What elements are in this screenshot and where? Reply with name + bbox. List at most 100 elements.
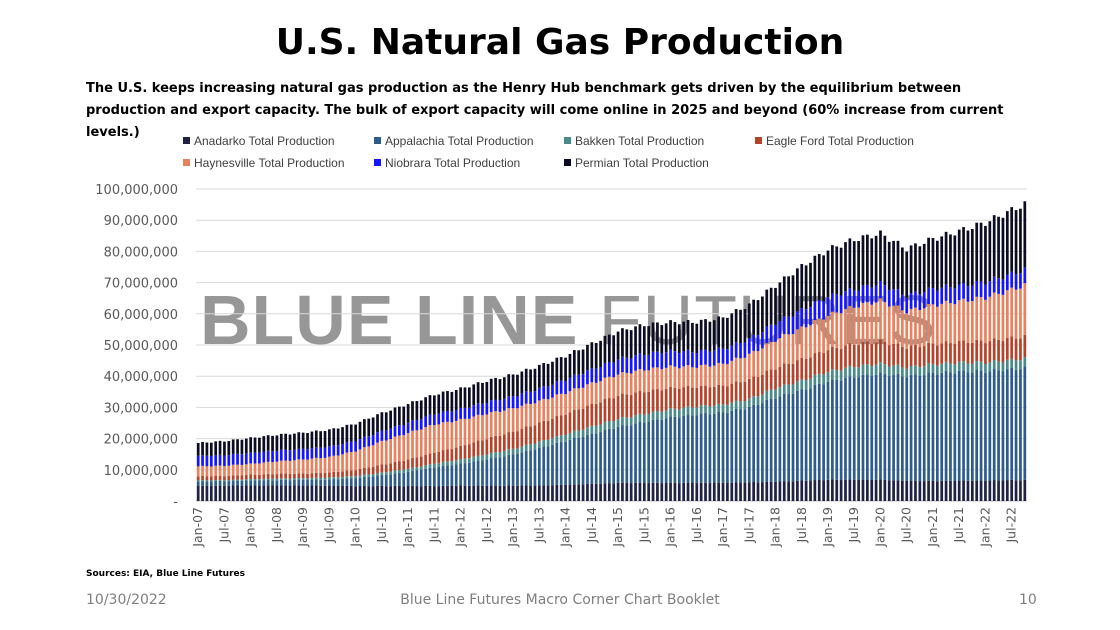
bar-segment-haynesville-total-production <box>699 365 703 386</box>
bar-segment-permian-total-production <box>813 255 817 302</box>
bar-segment-eagle-ford-total-production <box>564 414 567 436</box>
bar-segment-appalachia-total-production <box>887 376 891 481</box>
legend-label: Appalachia Total Production <box>385 134 534 148</box>
bar-segment-haynesville-total-production <box>800 326 804 358</box>
bar-segment-anadarko-total-production <box>297 485 301 501</box>
bar-segment-haynesville-total-production <box>227 465 231 477</box>
bar-segment-niobrara-total-production <box>721 348 725 364</box>
bar-segment-permian-total-production <box>769 287 773 325</box>
bar-segment-haynesville-total-production <box>822 319 825 353</box>
bar-segment-haynesville-total-production <box>345 452 349 471</box>
bar-segment-appalachia-total-production <box>940 372 944 481</box>
bar-segment-eagle-ford-total-production <box>817 352 821 374</box>
bar-segment-permian-total-production <box>782 276 786 317</box>
bar-segment-appalachia-total-production <box>306 479 309 486</box>
bar-segment-eagle-ford-total-production <box>931 343 935 364</box>
bar-segment-eagle-ford-total-production <box>279 473 283 479</box>
bar-segment-appalachia-total-production <box>796 390 799 481</box>
bar-segment-permian-total-production <box>699 319 703 350</box>
bar-segment-anadarko-total-production <box>494 485 497 501</box>
bar-segment-anadarko-total-production <box>896 480 900 501</box>
bar-segment-niobrara-total-production <box>717 347 721 363</box>
bar-segment-appalachia-total-production <box>629 425 633 484</box>
bar-segment-bakken-total-production <box>931 363 935 373</box>
bar-segment-eagle-ford-total-production <box>848 343 852 366</box>
bar-segment-permian-total-production <box>555 357 559 382</box>
bar-segment-appalachia-total-production <box>866 374 869 480</box>
bar-segment-haynesville-total-production <box>467 418 471 445</box>
bar-segment-anadarko-total-production <box>743 482 747 501</box>
bar-segment-appalachia-total-production <box>817 383 821 480</box>
bar-segment-niobrara-total-production <box>979 281 983 298</box>
bar-segment-anadarko-total-production <box>975 480 979 501</box>
bar-segment-niobrara-total-production <box>656 351 659 368</box>
bar-segment-haynesville-total-production <box>621 372 624 394</box>
bar-segment-appalachia-total-production <box>826 381 830 480</box>
bar-segment-anadarko-total-production <box>835 479 839 501</box>
bar-segment-permian-total-production <box>559 357 563 381</box>
bar-segment-eagle-ford-total-production <box>463 445 467 459</box>
bar-segment-niobrara-total-production <box>472 405 476 417</box>
bar-segment-niobrara-total-production <box>695 353 699 368</box>
bar-segment-permian-total-production <box>975 222 979 282</box>
bar-segment-eagle-ford-total-production <box>787 363 790 385</box>
bar-segment-bakken-total-production <box>231 479 235 481</box>
bar-segment-haynesville-total-production <box>726 364 729 387</box>
bar-segment-niobrara-total-production <box>275 450 279 462</box>
bar-segment-haynesville-total-production <box>914 307 917 345</box>
bar-segment-appalachia-total-production <box>555 442 559 485</box>
bar-segment-eagle-ford-total-production <box>586 405 589 428</box>
bar-segment-eagle-ford-total-production <box>354 470 357 477</box>
bar-segment-eagle-ford-total-production <box>577 409 581 431</box>
bar-segment-eagle-ford-total-production <box>306 473 309 479</box>
bar-segment-anadarko-total-production <box>454 485 458 501</box>
bar-segment-bakken-total-production <box>870 366 874 377</box>
bar-segment-niobrara-total-production <box>756 335 760 352</box>
bar-segment-appalachia-total-production <box>577 437 581 485</box>
bar-segment-niobrara-total-production <box>813 301 817 321</box>
bar-segment-niobrara-total-production <box>975 281 979 297</box>
bar-segment-haynesville-total-production <box>446 421 449 450</box>
bar-segment-niobrara-total-production <box>481 403 484 416</box>
bar-segment-haynesville-total-production <box>682 366 686 388</box>
bar-segment-niobrara-total-production <box>900 294 904 311</box>
bar-segment-anadarko-total-production <box>236 485 239 501</box>
bar-segment-anadarko-total-production <box>656 482 659 501</box>
bar-segment-haynesville-total-production <box>1014 289 1018 339</box>
bar-segment-anadarko-total-production <box>358 486 362 501</box>
bar-segment-permian-total-production <box>271 435 274 452</box>
bar-segment-permian-total-production <box>896 240 900 290</box>
bar-segment-bakken-total-production <box>1005 359 1009 370</box>
bar-segment-niobrara-total-production <box>214 455 218 466</box>
bar-segment-permian-total-production <box>284 433 288 450</box>
bar-segment-bakken-total-production <box>914 365 917 375</box>
bar-segment-eagle-ford-total-production <box>634 392 637 416</box>
bar-segment-eagle-ford-total-production <box>568 412 572 433</box>
bar-segment-haynesville-total-production <box>708 366 712 388</box>
bar-segment-anadarko-total-production <box>367 486 371 501</box>
bar-segment-haynesville-total-production <box>328 456 331 473</box>
bar-segment-haynesville-total-production <box>275 461 279 475</box>
bar-segment-bakken-total-production <box>940 363 944 373</box>
bar-segment-bakken-total-production <box>542 439 546 447</box>
bar-segment-eagle-ford-total-production <box>310 473 314 478</box>
bar-segment-haynesville-total-production <box>358 449 362 469</box>
bar-segment-bakken-total-production <box>642 414 646 423</box>
bar-segment-appalachia-total-production <box>231 480 235 486</box>
bar-segment-haynesville-total-production <box>647 370 651 392</box>
bar-segment-appalachia-total-production <box>905 377 909 481</box>
bar-segment-permian-total-production <box>293 433 296 450</box>
bar-segment-eagle-ford-total-production <box>918 347 922 368</box>
bar-segment-appalachia-total-production <box>419 470 423 487</box>
bar-segment-niobrara-total-production <box>349 441 353 452</box>
bar-segment-permian-total-production <box>857 241 860 291</box>
bar-segment-niobrara-total-production <box>743 342 747 358</box>
bar-segment-eagle-ford-total-production <box>398 461 401 470</box>
bar-segment-niobrara-total-production <box>310 448 314 459</box>
bar-segment-permian-total-production <box>481 382 484 404</box>
bar-segment-anadarko-total-production <box>699 482 703 501</box>
bar-segment-permian-total-production <box>227 441 231 456</box>
bar-segment-appalachia-total-production <box>520 452 524 486</box>
bar-segment-appalachia-total-production <box>284 479 288 486</box>
bar-segment-permian-total-production <box>529 369 532 392</box>
